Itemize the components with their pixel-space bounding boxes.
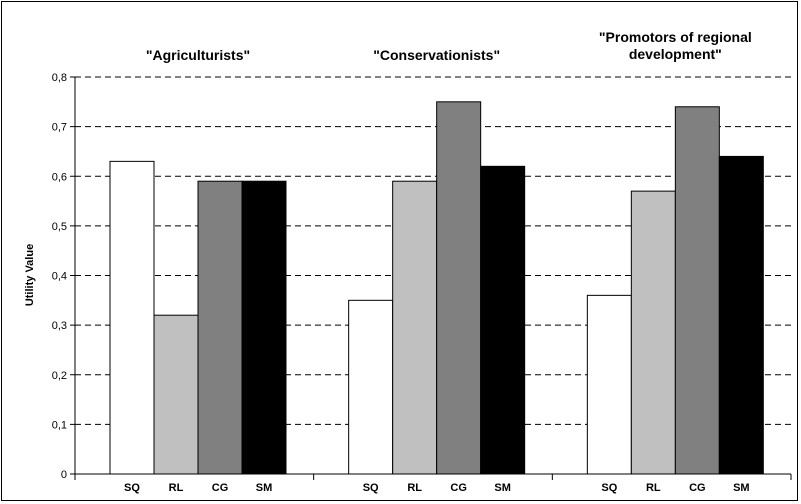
x-category-label: RL xyxy=(169,482,184,494)
y-tick-label: 0,6 xyxy=(52,171,67,183)
y-axis-label: Utility Value xyxy=(24,244,36,306)
y-tick-label: 0 xyxy=(61,469,67,481)
x-category-label: CG xyxy=(689,482,706,494)
x-category-label: SQ xyxy=(124,482,140,494)
x-category-label: SM xyxy=(733,482,750,494)
bar-sq xyxy=(348,299,394,475)
group-title: "Agriculturists" xyxy=(146,47,250,63)
x-category-label: CG xyxy=(450,482,467,494)
bar-sm xyxy=(718,155,764,475)
bar-sm xyxy=(241,180,287,475)
x-category-label: SM xyxy=(256,482,273,494)
bar-sq xyxy=(109,160,155,475)
x-category-label: RL xyxy=(646,482,661,494)
labels: 0 0,1 0,2 0,3 0,4 0,5 0,6 0,7 0,8 SQ RL CG SM "Agricu… xyxy=(52,29,752,494)
y-tick-label: 0,8 xyxy=(52,72,67,84)
y-tick-label: 0,7 xyxy=(52,122,67,134)
group-title: "Promotors of regional development" xyxy=(599,29,752,62)
bar-sq xyxy=(586,294,632,475)
bar-sm xyxy=(480,165,526,475)
y-tick-label: 0,4 xyxy=(52,271,67,283)
y-tick-label: 0,2 xyxy=(52,370,67,382)
y-tick-label: 0,3 xyxy=(52,320,67,332)
group-title: "Conservationists" xyxy=(373,47,500,63)
bar-rl xyxy=(153,314,199,475)
x-category-label: SQ xyxy=(363,482,379,494)
x-category-label: CG xyxy=(212,482,229,494)
x-category-label: RL xyxy=(407,482,422,494)
axes xyxy=(70,76,792,480)
bars xyxy=(109,101,764,475)
bar-cg xyxy=(197,180,243,475)
x-category-label: SQ xyxy=(601,482,617,494)
bar-rl xyxy=(630,190,676,475)
x-category-label: SM xyxy=(494,482,511,494)
bar-cg xyxy=(674,106,720,475)
y-tick-label: 0,5 xyxy=(52,221,67,233)
bar-cg xyxy=(436,101,482,475)
bar-rl xyxy=(392,180,438,475)
y-tick-label: 0,1 xyxy=(52,419,67,431)
